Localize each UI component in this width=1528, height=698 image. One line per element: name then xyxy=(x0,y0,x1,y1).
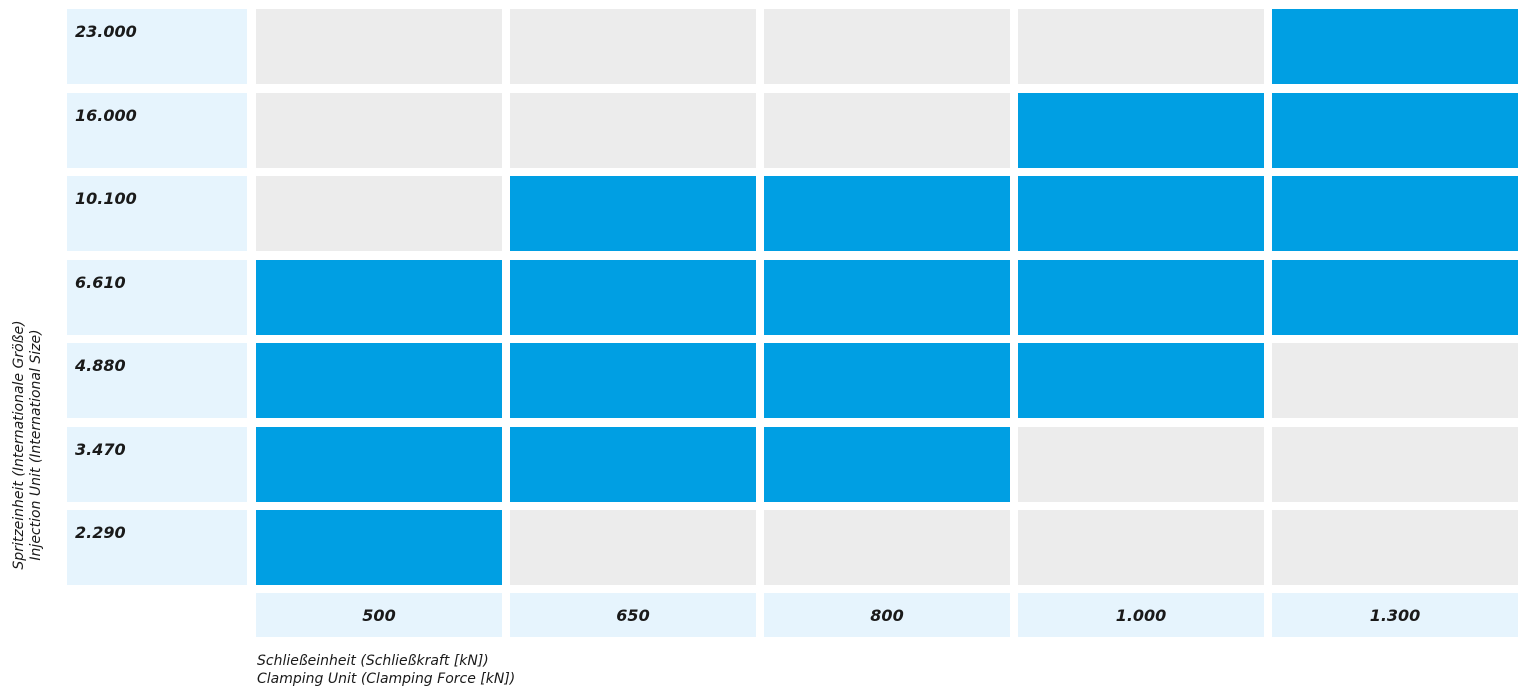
x-tick-label: 800 xyxy=(764,593,1010,637)
x-axis-title: Schließeinheit (Schließkraft [kN]) Clamp… xyxy=(257,652,515,688)
x-axis-title-line1: Schließeinheit (Schließkraft [kN]) xyxy=(257,653,489,669)
matrix-cell-unavailable xyxy=(256,9,502,84)
matrix-cell-unavailable xyxy=(1272,427,1518,502)
matrix-cell-available xyxy=(510,260,756,335)
y-tick-label: 10.100 xyxy=(67,176,247,251)
matrix-cell-unavailable xyxy=(510,510,756,585)
y-tick-label: 2.290 xyxy=(67,510,247,585)
matrix-cell-available xyxy=(1018,93,1264,168)
matrix-cell-unavailable xyxy=(510,9,756,84)
matrix-cell-available xyxy=(764,260,1010,335)
matrix-cell-unavailable xyxy=(256,93,502,168)
matrix-cell-unavailable xyxy=(510,93,756,168)
y-tick-label-text: 6.610 xyxy=(75,273,126,292)
matrix-cell-available xyxy=(1272,260,1518,335)
matrix-cell-unavailable xyxy=(764,510,1010,585)
y-tick-label: 6.610 xyxy=(67,260,247,335)
y-tick-label-text: 2.290 xyxy=(75,523,126,542)
matrix-cell-available xyxy=(764,427,1010,502)
matrix-cell-available xyxy=(510,427,756,502)
x-tick-label: 650 xyxy=(510,593,756,637)
matrix-cell-unavailable xyxy=(1272,343,1518,418)
y-tick-label: 16.000 xyxy=(67,93,247,168)
y-tick-label-text: 23.000 xyxy=(75,22,137,41)
matrix-cell-available xyxy=(256,510,502,585)
matrix-cell-available xyxy=(1018,343,1264,418)
matrix-cell-unavailable xyxy=(764,93,1010,168)
matrix-cell-available xyxy=(256,343,502,418)
x-axis-title-line2: Clamping Unit (Clamping Force [kN]) xyxy=(257,671,516,687)
x-tick-label: 500 xyxy=(256,593,502,637)
y-axis-title-line2: Injection Unit (International Size) xyxy=(28,329,44,561)
y-tick-label-text: 16.000 xyxy=(75,106,137,125)
matrix-cell-unavailable xyxy=(1018,427,1264,502)
y-tick-label-text: 4.880 xyxy=(75,356,126,375)
y-tick-label-text: 10.100 xyxy=(75,189,137,208)
y-tick-label: 4.880 xyxy=(67,343,247,418)
matrix-cell-available xyxy=(510,343,756,418)
matrix-cell-available xyxy=(1018,176,1264,251)
y-tick-label-text: 3.470 xyxy=(75,440,126,459)
matrix-cell-unavailable xyxy=(1272,510,1518,585)
matrix-cell-available xyxy=(1272,176,1518,251)
matrix-cell-available xyxy=(256,260,502,335)
matrix-cell-unavailable xyxy=(764,9,1010,84)
y-tick-label: 3.470 xyxy=(67,427,247,502)
matrix-cell-available xyxy=(256,427,502,502)
matrix-cell-available xyxy=(1018,260,1264,335)
y-axis-title-line1: Spritzeinheit (Internationale Größe) xyxy=(11,320,27,570)
matrix-cell-available xyxy=(1272,93,1518,168)
y-tick-label: 23.000 xyxy=(67,9,247,84)
x-tick-label: 1.300 xyxy=(1272,593,1518,637)
matrix-cell-available xyxy=(1272,9,1518,84)
matrix-cell-unavailable xyxy=(1018,9,1264,84)
x-tick-label: 1.000 xyxy=(1018,593,1264,637)
matrix-cell-available xyxy=(764,343,1010,418)
matrix-cell-unavailable xyxy=(1018,510,1264,585)
matrix-cell-available xyxy=(764,176,1010,251)
matrix-cell-unavailable xyxy=(256,176,502,251)
matrix-cell-available xyxy=(510,176,756,251)
